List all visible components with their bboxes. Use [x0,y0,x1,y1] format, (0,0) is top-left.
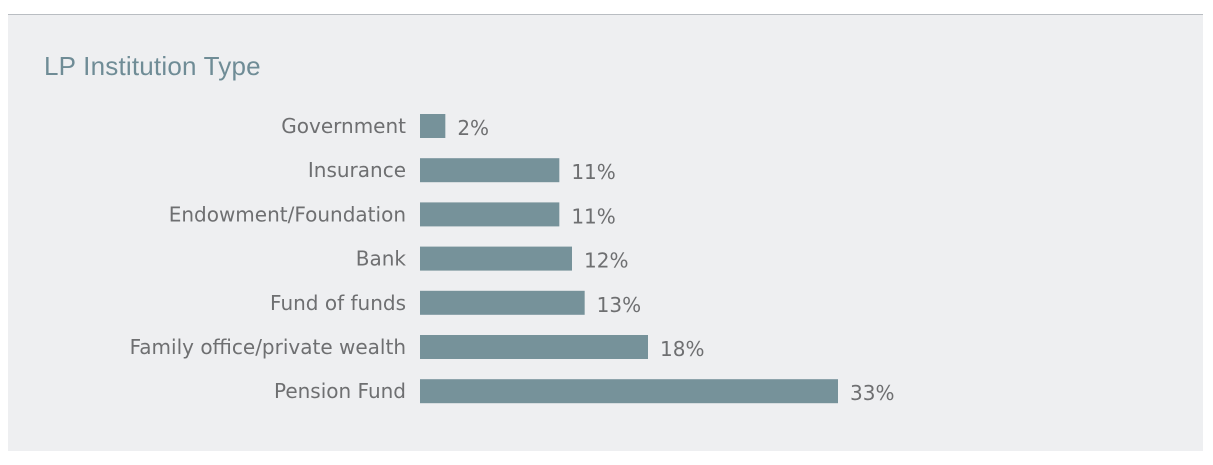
value-label: 11% [571,204,615,228]
value-label: 12% [584,249,628,273]
chart-panel: LP Institution Type Government 2% Insuranc… [8,14,1203,451]
bar [420,335,648,359]
bar [420,158,560,183]
value-label: 18% [660,337,704,361]
value-label: 33% [850,381,894,405]
category-label: Fund of funds [270,291,406,315]
category-label: Bank [356,247,407,271]
bar [420,246,572,271]
bar [420,290,585,315]
bar [420,202,560,227]
bar-chart: Government 2% Insurance 11% Endowment/Founda… [130,114,894,405]
category-label: Pension Fund [274,379,406,403]
value-label: 11% [571,160,615,184]
chart-title: LP Institution Type [44,51,261,81]
category-label: Family office/private wealth [130,335,406,359]
value-label: 2% [457,116,489,140]
category-label: Government [281,114,406,138]
bars-group: Government 2% Insurance 11% Endowment/Founda… [130,114,894,405]
bar [420,379,838,404]
category-label: Insurance [308,158,406,182]
value-label: 13% [597,293,641,317]
category-label: Endowment/Foundation [169,202,406,226]
bar [420,114,446,138]
